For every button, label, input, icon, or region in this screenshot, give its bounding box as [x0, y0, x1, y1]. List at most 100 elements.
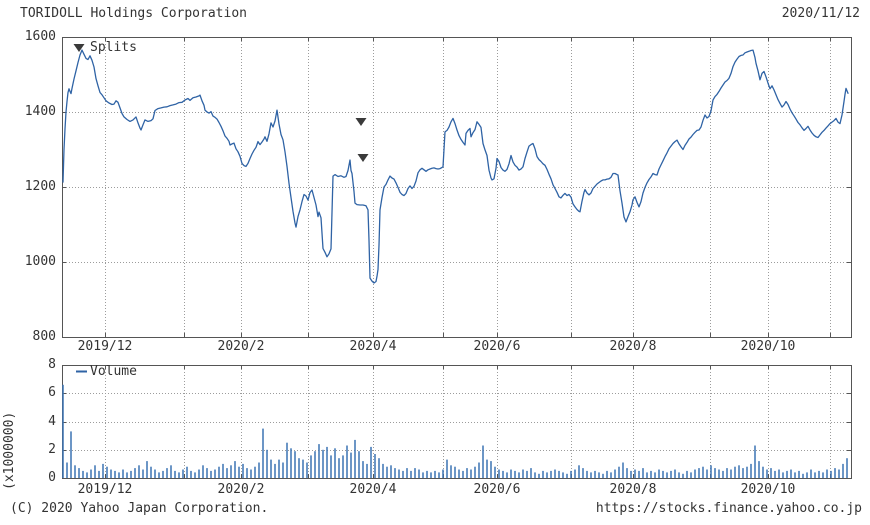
volume-bar — [430, 472, 432, 478]
volume-bar — [150, 466, 152, 478]
price-y-tick-label: 1000 — [24, 254, 56, 269]
volume-bar — [102, 463, 104, 478]
volume-bar — [258, 462, 260, 478]
volume-bar — [510, 469, 512, 478]
volume-bar — [146, 461, 148, 478]
volume-bar — [802, 473, 804, 478]
volume-bar — [222, 463, 224, 478]
volume-bar — [602, 473, 604, 478]
volume-bar — [814, 472, 816, 478]
volume-bar — [502, 470, 504, 478]
volume-bar — [290, 448, 292, 478]
volume-bar — [298, 458, 300, 478]
split-marker-triangle-icon — [355, 118, 367, 126]
volume-bar — [130, 470, 132, 478]
volume-bar — [438, 472, 440, 478]
volume-bar — [702, 466, 704, 478]
volume-bar — [514, 470, 516, 478]
volume-bar — [522, 469, 524, 478]
volume-bar — [786, 470, 788, 478]
volume-bar — [834, 468, 836, 478]
volume-bar — [606, 470, 608, 478]
volume-bar — [82, 470, 84, 478]
volume-bar — [650, 470, 652, 478]
split-marker-triangle-icon — [73, 44, 85, 52]
volume-bar — [754, 445, 756, 478]
volume-bar — [346, 445, 348, 478]
volume-bar — [246, 468, 248, 478]
source-url[interactable]: https://stocks.finance.yahoo.co.jp — [595, 501, 862, 516]
volume-bar — [326, 446, 328, 478]
volume-y-tick-label: 8 — [48, 357, 56, 372]
volume-bar — [726, 468, 728, 478]
volume-bar — [426, 470, 428, 478]
volume-bar — [110, 469, 112, 478]
volume-bar — [78, 468, 80, 478]
volume-bar — [690, 472, 692, 478]
volume-bar — [182, 469, 184, 478]
volume-legend-label: Volume — [90, 364, 137, 379]
volume-bar — [562, 472, 564, 478]
volume-bar — [330, 455, 332, 478]
volume-bar — [134, 468, 136, 478]
volume-bar — [442, 469, 444, 478]
volume-bar — [106, 466, 108, 478]
volume-bar — [374, 454, 376, 478]
volume-bar — [462, 470, 464, 478]
price-y-tick-label: 1200 — [24, 179, 56, 194]
volume-bar — [594, 470, 596, 478]
volume-bar — [706, 469, 708, 478]
price-x-tick-label: 2020/4 — [349, 339, 397, 354]
volume-bar — [534, 472, 536, 478]
volume-bar — [386, 466, 388, 478]
volume-bar — [382, 463, 384, 478]
volume-bar — [846, 458, 848, 478]
volume-bar — [454, 466, 456, 478]
volume-bar — [126, 472, 128, 478]
volume-bar — [694, 469, 696, 478]
volume-bar — [582, 468, 584, 478]
volume-bar — [506, 472, 508, 478]
volume-bar — [354, 439, 356, 478]
volume-y-tick-label: 0 — [48, 470, 56, 485]
volume-x-tick-label: 2020/8 — [609, 482, 657, 497]
volume-bar — [578, 465, 580, 478]
volume-bar — [630, 470, 632, 478]
price-x-tick-label: 2020/8 — [609, 339, 657, 354]
volume-bar — [550, 470, 552, 478]
volume-bar — [718, 469, 720, 478]
volume-bar — [470, 469, 472, 478]
price-plot-border — [62, 37, 852, 338]
volume-bar — [818, 470, 820, 478]
volume-x-tick-label: 2020/4 — [349, 482, 397, 497]
volume-bar — [114, 470, 116, 478]
volume-bar — [838, 469, 840, 478]
volume-bar — [826, 469, 828, 478]
price-y-tick-label: 1400 — [24, 104, 56, 119]
volume-bar — [558, 470, 560, 478]
volume-bar — [734, 466, 736, 478]
volume-bar — [530, 468, 532, 478]
volume-bar — [162, 470, 164, 478]
volume-bar — [370, 446, 372, 478]
volume-bar — [746, 466, 748, 478]
volume-bar — [278, 459, 280, 478]
volume-bar — [350, 452, 352, 478]
volume-bar — [714, 468, 716, 478]
volume-bar — [242, 463, 244, 478]
volume-bar — [646, 472, 648, 478]
volume-bar — [654, 472, 656, 478]
volume-bar — [538, 473, 540, 478]
volume-bar — [566, 473, 568, 478]
volume-bar — [234, 461, 236, 478]
copyright-text: (C) 2020 Yahoo Japan Corporation. — [10, 501, 269, 516]
price-x-tick-label: 2020/6 — [473, 339, 521, 354]
volume-y-tick-label: 6 — [48, 385, 56, 401]
volume-bar — [226, 468, 228, 478]
volume-bar — [418, 469, 420, 478]
volume-bar — [314, 451, 316, 478]
volume-bar — [666, 472, 668, 478]
volume-bar — [422, 472, 424, 478]
volume-bar — [590, 472, 592, 478]
